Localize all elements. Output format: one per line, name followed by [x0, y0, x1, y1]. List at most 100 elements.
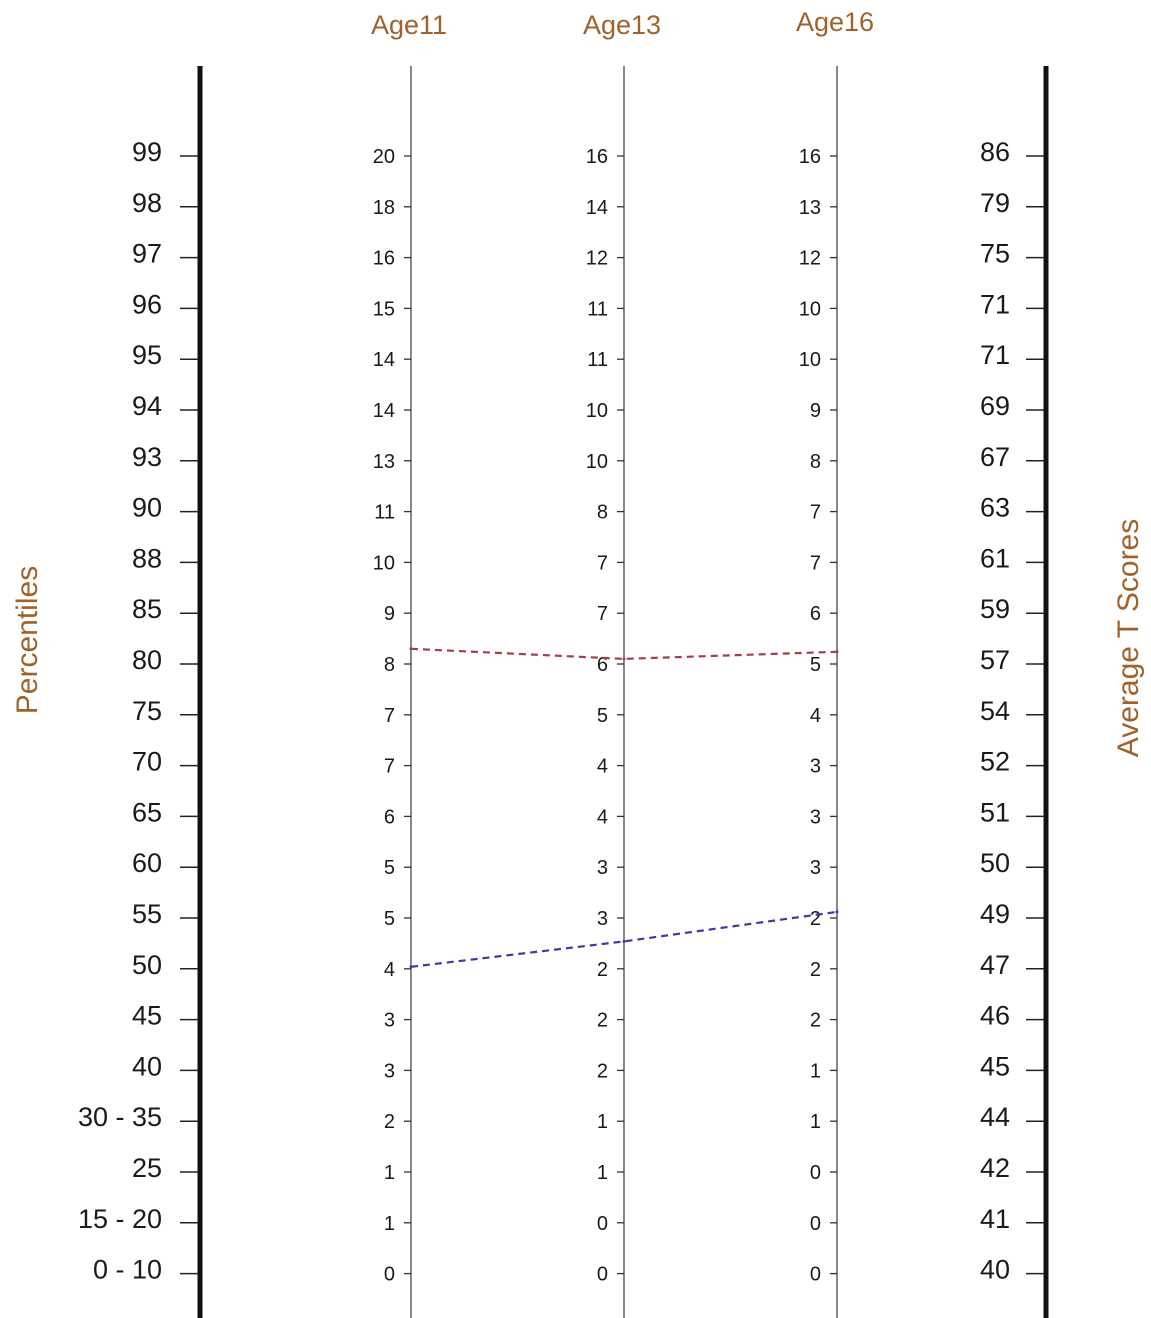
- t-score-tick-label: 69: [980, 391, 1010, 421]
- percentile-tick-label: 45: [132, 1001, 162, 1031]
- age-tick-label: 0: [597, 1264, 608, 1286]
- age-tick-label: 0: [384, 1264, 395, 1286]
- age-tick-label: 7: [384, 705, 395, 727]
- age-tick-label: 1: [384, 1162, 395, 1184]
- t-score-tick-label: 45: [980, 1051, 1010, 1081]
- percentile-tick-label: 50: [132, 950, 162, 980]
- age-tick-label: 2: [597, 1060, 608, 1082]
- t-score-tick-label: 47: [980, 950, 1010, 980]
- percentile-tick-label: 80: [132, 645, 162, 675]
- percentile-tick-label: 99: [132, 137, 162, 167]
- age-tick-label: 10: [586, 400, 608, 422]
- age-tick-label: 12: [586, 248, 608, 270]
- t-score-tick-label: 71: [980, 340, 1010, 370]
- percentile-tick-label: 0 - 10: [93, 1255, 162, 1285]
- age-tick-label: 0: [810, 1162, 821, 1184]
- t-score-tick-label: 51: [980, 797, 1010, 827]
- age-tick-label: 3: [810, 756, 821, 778]
- age-scales: 2018161514141311109877655433211016141211…: [373, 146, 837, 1286]
- t-score-tick-label: 71: [980, 289, 1010, 319]
- age-tick-label: 20: [373, 146, 395, 168]
- column-headers: Age11 Age13 Age16: [371, 7, 874, 40]
- series-point-2: [409, 965, 413, 969]
- series-point-1: [409, 647, 413, 651]
- t-score-tick-label: 67: [980, 442, 1010, 472]
- age-tick-label: 0: [810, 1213, 821, 1235]
- percentile-tick-label: 40: [132, 1051, 162, 1081]
- percentile-tick-label: 15 - 20: [78, 1204, 162, 1234]
- t-score-tick-label: 52: [980, 747, 1010, 777]
- age-tick-label: 5: [810, 654, 821, 676]
- age-tick-label: 10: [373, 552, 395, 574]
- age-tick-label: 2: [810, 959, 821, 981]
- t-score-scale: 86 79 75 71 71 69 67 63 61 59 57 54 52 51 50 49 47 46 45 44…: [980, 137, 1044, 1285]
- t-score-tick-label: 86: [980, 137, 1010, 167]
- percentile-tick-label: 65: [132, 797, 162, 827]
- percentile-tick-label: 97: [132, 239, 162, 269]
- t-score-tick-label: 42: [980, 1153, 1010, 1183]
- age-tick-label: 1: [384, 1213, 395, 1235]
- column-header-age16: Age16: [796, 7, 874, 37]
- score-lines: [409, 647, 839, 969]
- age-tick-label: 10: [799, 298, 821, 320]
- age-tick-label: 16: [586, 146, 608, 168]
- age-tick-label: 1: [810, 1060, 821, 1082]
- y-axis-title: Percentiles: [11, 566, 44, 714]
- age-tick-label: 5: [384, 857, 395, 879]
- column-header-age11: Age11: [371, 10, 447, 40]
- t-score-tick-label: 61: [980, 543, 1010, 573]
- age-tick-label: 6: [810, 603, 821, 625]
- percentile-tick-label: 96: [132, 289, 162, 319]
- t-score-tick-label: 41: [980, 1204, 1010, 1234]
- y-axis-title-right: Average T Scores: [1112, 519, 1145, 757]
- age-tick-label: 8: [597, 502, 608, 524]
- age-tick-label: 2: [597, 1010, 608, 1032]
- age-tick-label: 10: [586, 451, 608, 473]
- age-tick-label: 2: [597, 959, 608, 981]
- percentile-tick-label: 25: [132, 1153, 162, 1183]
- column-header-age13: Age13: [583, 10, 661, 40]
- t-score-tick-label: 50: [980, 848, 1010, 878]
- t-score-tick-label: 75: [980, 239, 1010, 269]
- age-tick-label: 1: [597, 1162, 608, 1184]
- t-score-tick-label: 57: [980, 645, 1010, 675]
- percentile-tick-label: 95: [132, 340, 162, 370]
- age-tick-label: 6: [384, 806, 395, 828]
- chart-frame: [197, 66, 1049, 1318]
- age-tick-label: 2: [810, 1010, 821, 1032]
- percentile-tick-label: 55: [132, 899, 162, 929]
- t-score-tick-label: 46: [980, 1001, 1010, 1031]
- t-score-tick-label: 49: [980, 899, 1010, 929]
- t-score-tick-label: 79: [980, 188, 1010, 218]
- percentile-tick-label: 93: [132, 442, 162, 472]
- percentile-tick-label: 30 - 35: [78, 1102, 162, 1132]
- age-tick-label: 4: [810, 705, 821, 727]
- age-tick-label: 13: [373, 451, 395, 473]
- age-tick-label: 12: [799, 248, 821, 270]
- age-tick-label: 14: [373, 349, 395, 371]
- percentile-tick-label: 75: [132, 696, 162, 726]
- age-tick-label: 5: [384, 908, 395, 930]
- percentile-tick-label: 98: [132, 188, 162, 218]
- age-tick-label: 11: [374, 502, 395, 524]
- age-tick-label: 18: [373, 197, 395, 219]
- age-tick-label: 7: [597, 552, 608, 574]
- t-score-tick-label: 54: [980, 696, 1010, 726]
- age-tick-label: 4: [597, 806, 608, 828]
- age-tick-label: 7: [810, 502, 821, 524]
- series-point-1: [622, 657, 626, 661]
- axis-titles: Percentiles Average T Scores: [11, 519, 1145, 757]
- age-tick-label: 1: [810, 1111, 821, 1133]
- t-score-tick-label: 40: [980, 1255, 1010, 1285]
- age-tick-label: 0: [810, 1264, 821, 1286]
- age-tick-label: 2: [384, 1111, 395, 1133]
- age-tick-label: 3: [810, 857, 821, 879]
- age-tick-label: 13: [799, 197, 821, 219]
- age-tick-label: 3: [597, 908, 608, 930]
- percentile-tick-label: 94: [132, 391, 162, 421]
- age-tick-label: 7: [597, 603, 608, 625]
- age-tick-label: 8: [384, 654, 395, 676]
- series-point-2: [622, 939, 626, 943]
- age-tick-label: 8: [810, 451, 821, 473]
